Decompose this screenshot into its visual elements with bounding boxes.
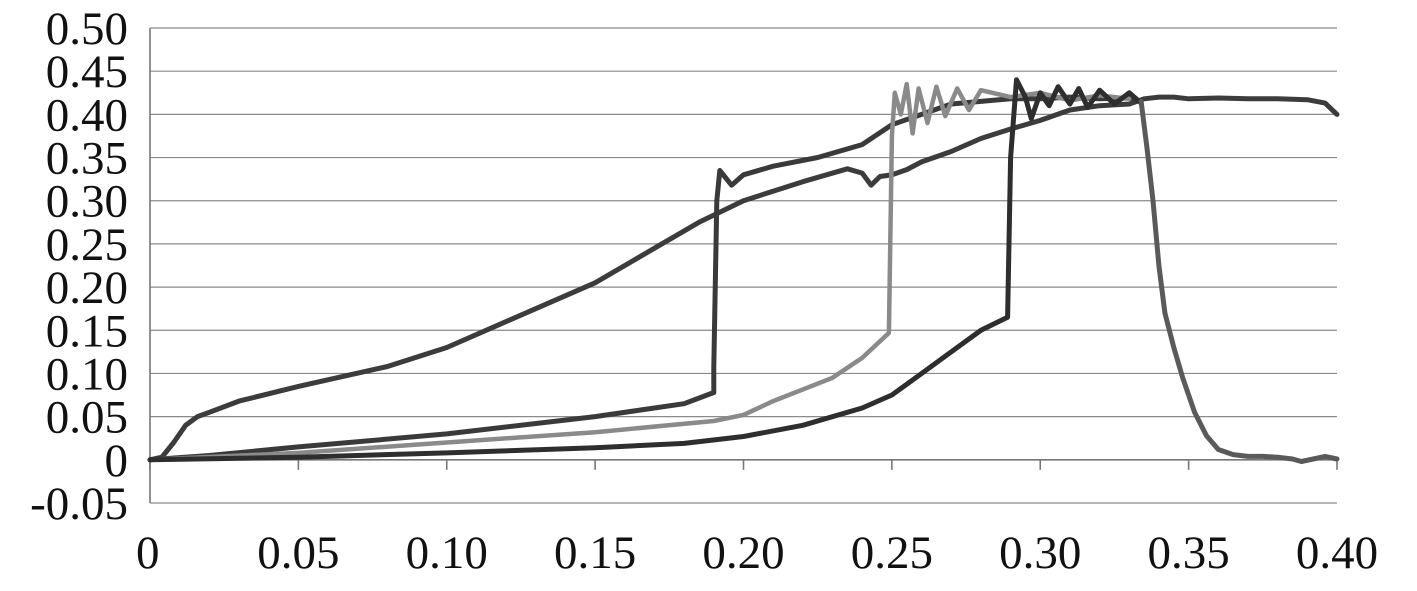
tick-labels: 0.500.450.400.350.300.250.200.150.100.05… xyxy=(30,3,1378,579)
y-tick-label: 0.40 xyxy=(46,89,128,141)
series-lines xyxy=(147,77,1340,464)
x-tick-label: 0.25 xyxy=(851,527,933,579)
x-tick-label: 0.05 xyxy=(257,527,339,579)
y-tick-label: 0.15 xyxy=(46,305,128,357)
series-line-4 xyxy=(147,77,1144,463)
y-tick-label: 0.25 xyxy=(46,219,128,271)
y-tick-label: 0.20 xyxy=(46,262,128,314)
y-tick-label: -0.05 xyxy=(30,478,128,530)
y-tick-label: 0.35 xyxy=(46,133,128,185)
series-line-5 xyxy=(1138,98,1340,464)
y-tick-label: 0.45 xyxy=(46,46,128,98)
y-tick-label: 0 xyxy=(105,435,129,487)
axes xyxy=(149,28,1338,503)
x-tick-label: 0.15 xyxy=(554,527,636,579)
x-tick-label: 0 xyxy=(136,527,160,579)
x-tick-label: 0.40 xyxy=(1296,527,1378,579)
x-tick-label: 0.20 xyxy=(702,527,784,579)
series-line-2 xyxy=(147,94,1144,463)
series-line-1 xyxy=(147,94,1340,463)
y-tick-label: 0.10 xyxy=(46,348,128,400)
y-tick-label: 0.30 xyxy=(46,176,128,228)
y-tick-label: 0.05 xyxy=(46,392,128,444)
y-tick-label: 0.50 xyxy=(46,3,128,55)
x-tick-label: 0.10 xyxy=(406,527,488,579)
x-tick-label: 0.35 xyxy=(1148,527,1230,579)
x-tick-label: 0.30 xyxy=(999,527,1081,579)
series-line-3 xyxy=(147,81,1132,463)
